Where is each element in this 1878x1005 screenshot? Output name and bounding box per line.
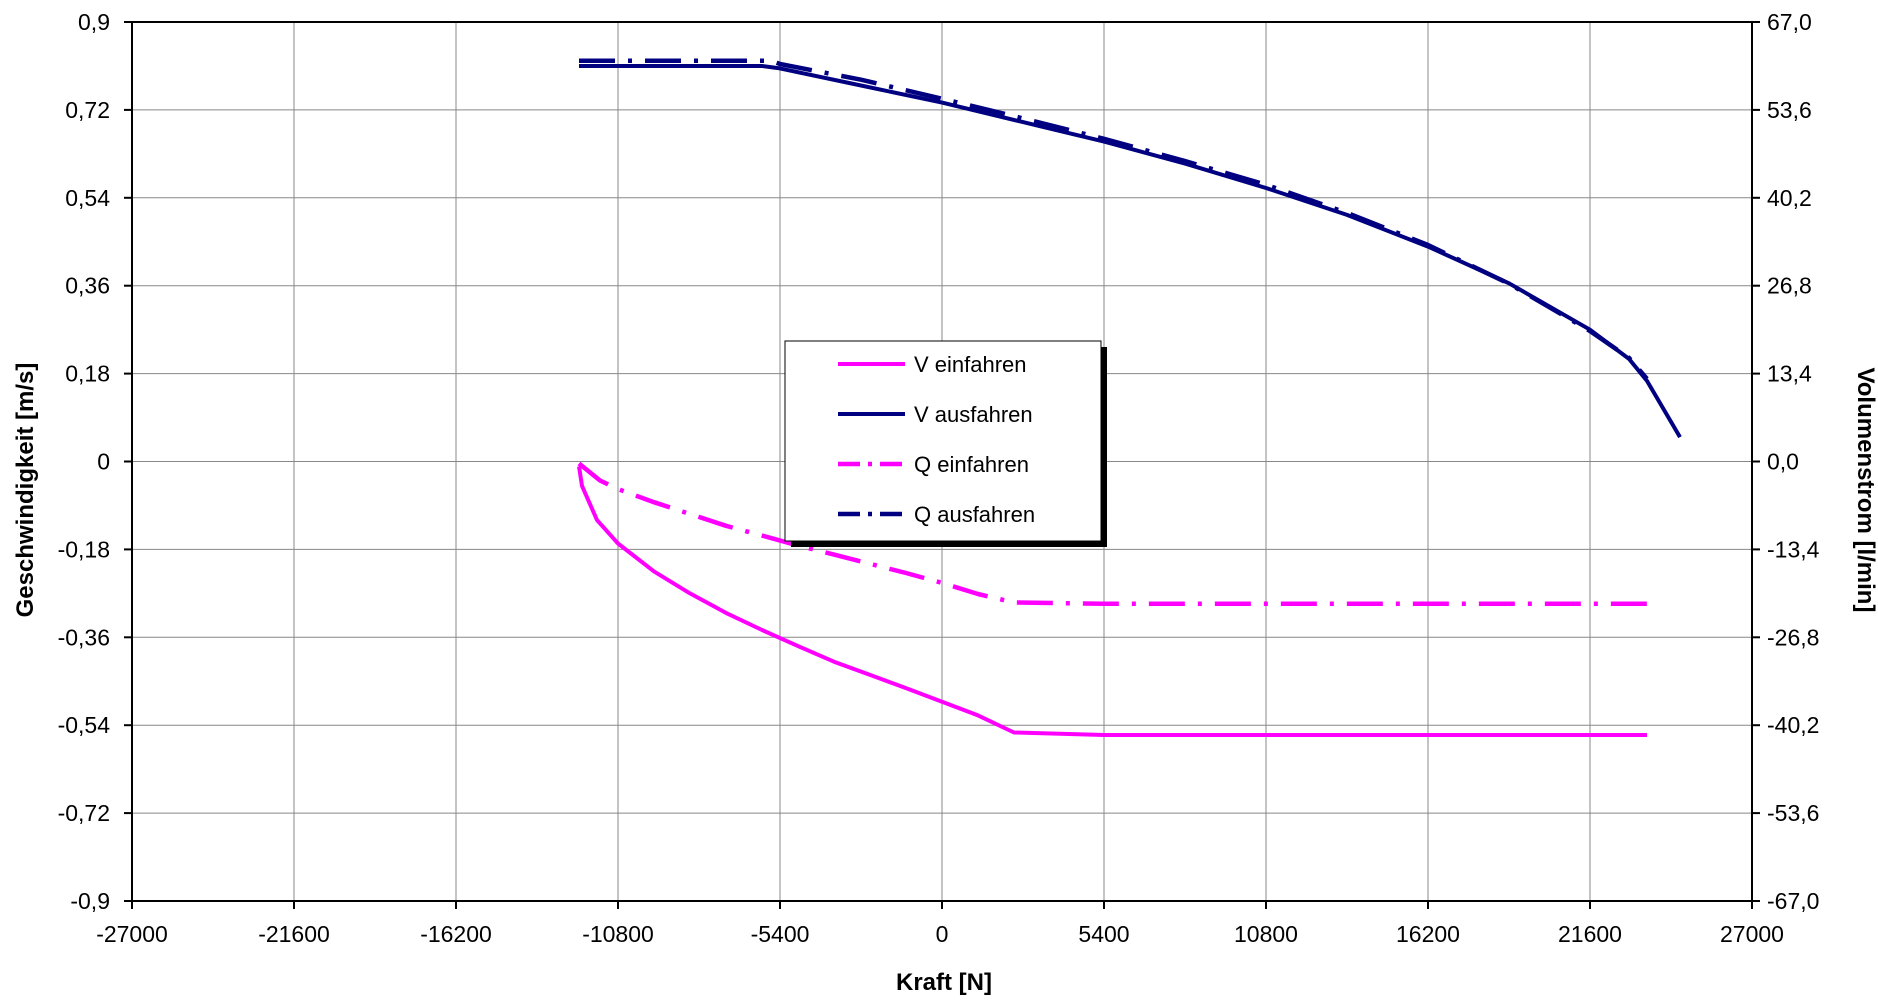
y-tick-label: 0,54	[65, 185, 110, 211]
y-tick-label: -0,18	[58, 536, 110, 562]
y-tick-label: 0,18	[65, 361, 110, 387]
plot-frame	[131, 21, 1753, 902]
x-tick-label: -5400	[751, 921, 810, 947]
x-tick-label: -21600	[258, 921, 330, 947]
y-tick-label: -0,9	[70, 888, 110, 914]
series-layer	[577, 58, 1682, 737]
legend-label: Q ausfahren	[914, 502, 1035, 527]
y-tick-label: 0,72	[65, 97, 110, 123]
y2-tick-label: -40,2	[1767, 712, 1819, 738]
y2-tick-labels: 67,0 53,6 40,2 26,8 13,4 0,0 -13,4 -26,8 -40,2 -5…	[1767, 9, 1820, 914]
x-tick-label: -16200	[420, 921, 492, 947]
y2-tick-label: -26,8	[1767, 624, 1819, 650]
x-tick-label: 0	[936, 921, 949, 947]
series-line-3	[577, 461, 1647, 607]
y-tick-label: 0	[97, 449, 110, 475]
legend-label: V ausfahren	[914, 402, 1033, 427]
legend-box	[784, 340, 1102, 542]
y-axis-title: Geschwindigkeit [m/s]	[12, 363, 39, 618]
legend-label: V einfahren	[914, 352, 1027, 377]
x-tick-label: 10800	[1234, 921, 1298, 947]
x-tick-labels: -27000 -21600 -16200 -10800 -5400 0 5400 10800 1…	[96, 921, 1784, 947]
series-line-4	[579, 58, 1649, 381]
x-tick-label: -10800	[582, 921, 654, 947]
legend-label: Q einfahren	[914, 452, 1029, 477]
y-tick-label: -0,72	[58, 800, 110, 826]
x-tick-label: -27000	[96, 921, 168, 947]
y-tick-label: -0,54	[58, 712, 111, 738]
y-tick-label: -0,36	[58, 624, 110, 650]
y2-tick-label: 26,8	[1767, 273, 1812, 299]
y2-tick-label: 40,2	[1767, 185, 1812, 211]
legend: V einfahren V ausfahren Q einfahren Q ausfa…	[784, 340, 1107, 547]
y2-tick-label: -67,0	[1767, 888, 1819, 914]
y2-tick-label: 13,4	[1767, 361, 1812, 387]
legend-items: V einfahren V ausfahren Q einfahren Q ausfa…	[838, 352, 1035, 527]
x-axis-title: Kraft [N]	[896, 969, 992, 996]
x-tick-label: 5400	[1078, 921, 1129, 947]
y2-tick-label: -13,4	[1767, 536, 1820, 562]
y2-tick-label: -53,6	[1767, 800, 1819, 826]
y-tick-label: 0,36	[65, 273, 110, 299]
y2-axis-title: Volumenstrom [l/min]	[1852, 368, 1878, 613]
y2-tick-label: 53,6	[1767, 97, 1812, 123]
y2-tick-label: 0,0	[1767, 449, 1799, 475]
x-tick-label: 27000	[1720, 921, 1784, 947]
y2-tick-label: 67,0	[1767, 9, 1812, 35]
x-tick-label: 16200	[1396, 921, 1460, 947]
series-line-1	[577, 466, 1647, 737]
x-tick-label: 21600	[1558, 921, 1622, 947]
y-tick-label: 0,9	[78, 9, 110, 35]
y-tick-labels: 0,9 0,72 0,54 0,36 0,18 0 -0,18 -0,36 -0,54 -0,72…	[58, 9, 111, 914]
